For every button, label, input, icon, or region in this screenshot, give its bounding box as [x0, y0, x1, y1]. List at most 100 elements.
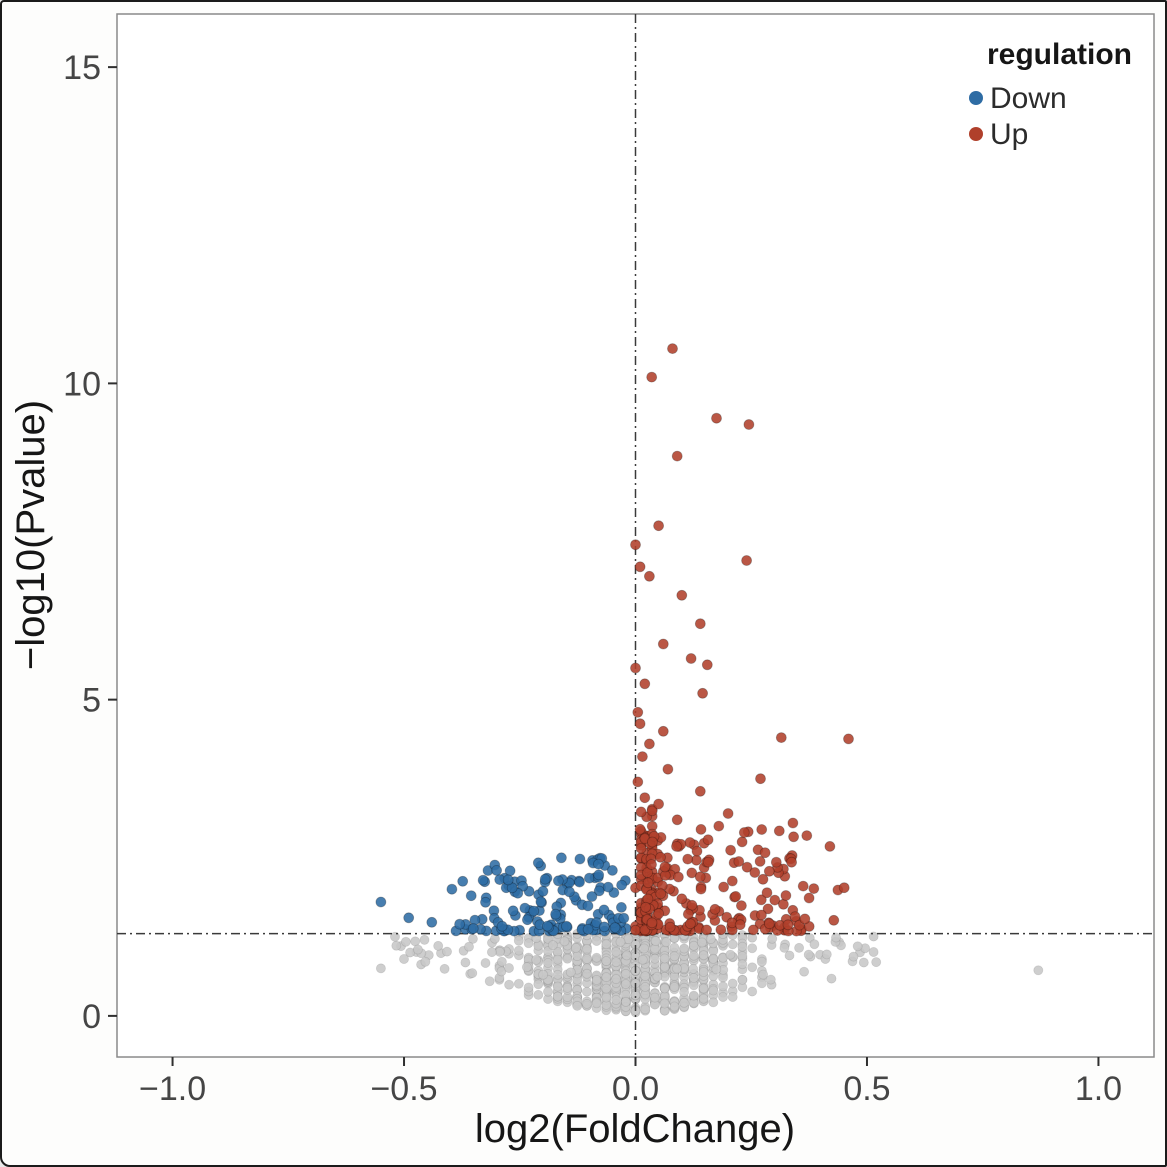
data-point-up [808, 883, 820, 894]
data-point-up [639, 678, 651, 690]
data-point-ns [620, 968, 631, 979]
points-up [630, 343, 854, 937]
data-point-down [491, 865, 503, 876]
data-point-up [676, 589, 688, 601]
data-point-ns [552, 981, 563, 992]
data-point-up [824, 841, 836, 852]
data-point-down [607, 865, 618, 876]
data-point-ns [852, 941, 863, 952]
data-point-ns [708, 985, 719, 996]
data-point-ns [412, 944, 423, 955]
data-point-ns [581, 998, 592, 1009]
data-point-up [730, 891, 742, 902]
data-point-ns [858, 957, 869, 968]
data-point-down [616, 902, 627, 913]
data-point-ns [521, 962, 532, 973]
data-point-down [609, 922, 621, 933]
data-point-ns [679, 943, 690, 954]
data-point-up [684, 837, 696, 848]
data-point-ns [523, 982, 534, 993]
data-point-up [634, 561, 646, 573]
data-point-ns [615, 936, 626, 947]
data-point-up [664, 921, 676, 933]
data-point-down [465, 890, 477, 902]
data-point-down [502, 874, 514, 886]
x-tick-label: −0.5 [370, 1070, 437, 1108]
data-point-ns [538, 969, 549, 980]
data-point-ns [581, 968, 592, 979]
data-point-up [838, 882, 850, 894]
data-point-up [694, 785, 706, 797]
data-point-up [653, 520, 664, 532]
data-point-up [711, 412, 722, 424]
data-point-ns [794, 942, 805, 953]
data-point-ns [513, 935, 524, 946]
data-point-up [755, 894, 767, 906]
data-point-ns [649, 953, 660, 964]
data-point-up [635, 806, 647, 818]
legend-up-label: Up [990, 118, 1028, 151]
data-point-ns [439, 963, 450, 974]
data-point-up [764, 918, 775, 930]
data-point-ns [708, 953, 719, 964]
data-point-ns [871, 957, 882, 968]
y-tick-label: 15 [63, 49, 101, 87]
data-point-ns [611, 947, 622, 958]
data-point-down [539, 873, 551, 885]
data-point-up [788, 831, 799, 843]
legend-entry-up: Up [969, 118, 1028, 151]
data-point-up [775, 732, 787, 743]
data-point-up [682, 853, 694, 865]
data-point-ns [637, 954, 648, 965]
data-point-up [634, 718, 646, 730]
data-point-up [694, 618, 706, 630]
data-point-down [375, 896, 387, 908]
data-point-ns [591, 975, 602, 986]
data-point-up [671, 841, 682, 852]
data-point-ns [533, 989, 544, 1000]
data-point-up [756, 909, 767, 921]
data-point-down [496, 920, 508, 932]
data-point-down [582, 924, 594, 935]
data-point-up [630, 662, 641, 674]
data-point-down [454, 918, 466, 930]
data-point-ns [727, 939, 738, 950]
data-point-ns [737, 959, 748, 970]
data-point-up [726, 875, 738, 887]
data-point-ns [639, 943, 650, 954]
data-point-ns [711, 964, 722, 975]
data-point-ns [552, 969, 563, 980]
data-point-ns [391, 940, 402, 951]
data-point-ns [463, 941, 474, 952]
data-point-up [646, 805, 658, 817]
data-point-down [553, 875, 564, 887]
data-point-up [762, 903, 774, 915]
data-point-up [653, 908, 665, 919]
data-point-ns [419, 934, 430, 945]
data-point-up [786, 856, 797, 868]
data-point-ns [420, 956, 431, 967]
data-point-ns [679, 987, 690, 998]
data-point-down [504, 865, 516, 877]
data-point-up [780, 890, 792, 901]
data-point-up [659, 861, 671, 873]
data-point-up [843, 733, 854, 745]
data-point-up [642, 877, 654, 889]
data-point-up [686, 899, 698, 911]
legend-title: regulation [987, 38, 1132, 71]
data-point-ns [496, 956, 507, 967]
data-point-ns [572, 1000, 583, 1011]
data-point-ns [543, 986, 554, 997]
data-point-up [644, 738, 655, 750]
data-point-up [634, 823, 646, 835]
data-point-down [556, 852, 567, 864]
data-point-ns [767, 933, 778, 944]
data-point-down [535, 896, 547, 908]
data-point-ns [747, 986, 758, 997]
data-point-ns [571, 943, 582, 954]
data-point-ns [652, 971, 663, 982]
data-point-up [637, 751, 648, 762]
data-point-up [701, 659, 713, 671]
data-point-ns [601, 939, 612, 950]
